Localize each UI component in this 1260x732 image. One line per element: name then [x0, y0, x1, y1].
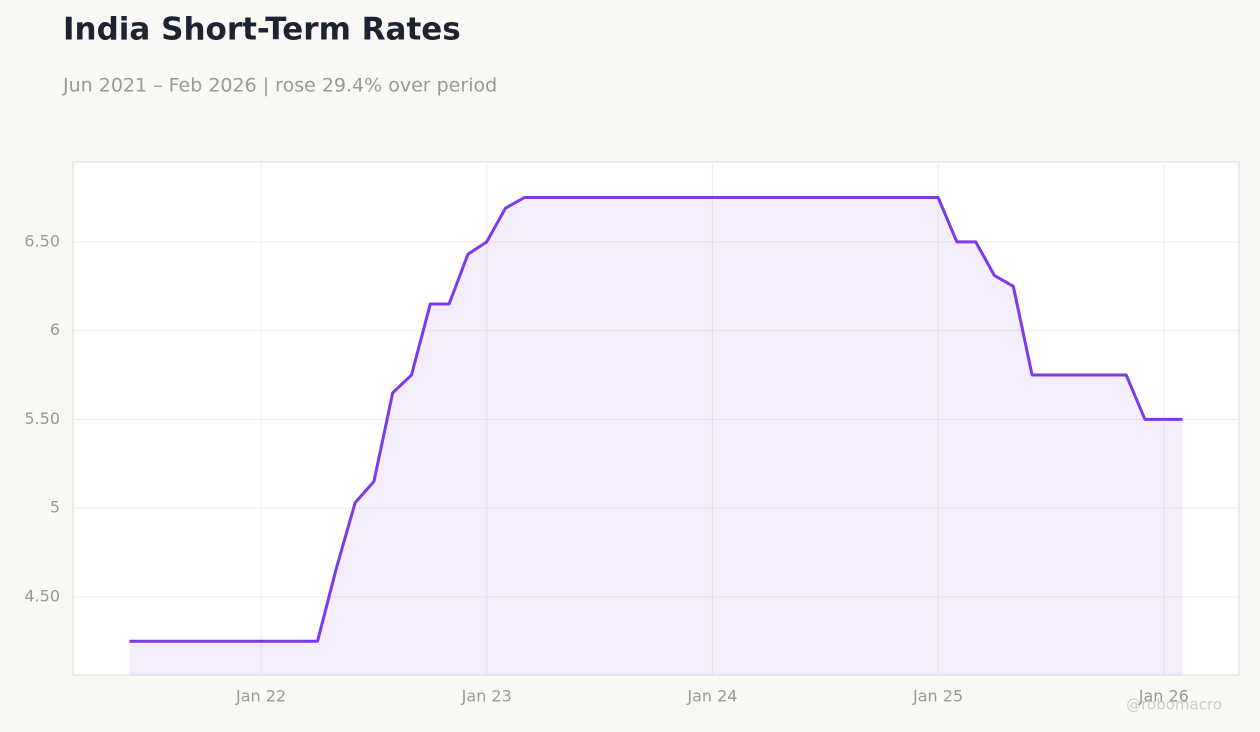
- y-tick-label: 5.50: [24, 409, 60, 428]
- y-tick-label: 6: [50, 320, 60, 339]
- x-tick-label: Jan 26: [1138, 687, 1189, 706]
- y-tick-label: 6.50: [24, 231, 60, 250]
- watermark: @robomacro: [1126, 696, 1222, 714]
- x-tick-label: Jan 25: [912, 687, 963, 706]
- x-tick-label: Jan 23: [461, 687, 512, 706]
- y-tick-label: 5: [50, 498, 60, 517]
- y-tick-label: 4.50: [24, 586, 60, 605]
- area: [129, 197, 1183, 675]
- line: [129, 196, 1183, 643]
- plot-area: [72, 161, 1240, 676]
- chart-subtitle: Jun 2021 – Feb 2026 | rose 29.4% over pe…: [62, 75, 497, 97]
- chart-title: India Short-Term Rates: [63, 12, 461, 48]
- x-tick-label: Jan 24: [686, 687, 737, 706]
- x-tick-label: Jan 22: [235, 687, 286, 706]
